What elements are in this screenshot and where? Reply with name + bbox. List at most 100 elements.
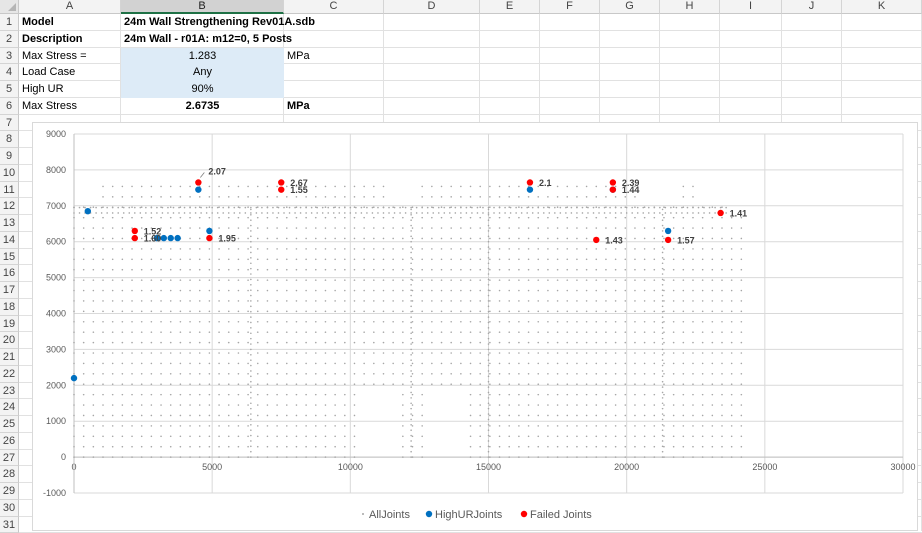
all-joints-point bbox=[712, 206, 714, 208]
all-joints-point bbox=[712, 383, 714, 385]
row-header-23[interactable]: 23 bbox=[0, 383, 19, 400]
all-joints-point bbox=[557, 258, 559, 260]
row-header-17[interactable]: 17 bbox=[0, 282, 19, 299]
column-header-f[interactable]: F bbox=[540, 0, 600, 14]
all-joints-point bbox=[683, 300, 685, 302]
all-joints-point bbox=[102, 456, 104, 458]
column-header-j[interactable]: J bbox=[782, 0, 842, 14]
all-joints-point bbox=[250, 306, 252, 308]
all-joints-point bbox=[595, 311, 597, 313]
row-header-6[interactable]: 6 bbox=[0, 98, 19, 115]
all-joints-point bbox=[315, 290, 317, 292]
row-header-12[interactable]: 12 bbox=[0, 198, 19, 215]
all-joints-point bbox=[250, 419, 252, 421]
column-header-d[interactable]: D bbox=[384, 0, 480, 14]
all-joints-point bbox=[662, 365, 664, 367]
all-joints-point bbox=[250, 262, 252, 264]
all-joints-point bbox=[662, 327, 664, 329]
row-header-7[interactable]: 7 bbox=[0, 115, 19, 132]
row-header-16[interactable]: 16 bbox=[0, 265, 19, 282]
all-joints-point bbox=[518, 404, 520, 406]
all-joints-point bbox=[557, 352, 559, 354]
all-joints-point bbox=[479, 446, 481, 448]
all-joints-point bbox=[383, 269, 385, 271]
all-joints-point bbox=[383, 238, 385, 240]
cell-b4[interactable]: Any bbox=[121, 64, 284, 81]
all-joints-point bbox=[315, 352, 317, 354]
row-header-4[interactable]: 4 bbox=[0, 64, 19, 81]
row-header-14[interactable]: 14 bbox=[0, 232, 19, 249]
row-header-22[interactable]: 22 bbox=[0, 366, 19, 383]
all-joints-point bbox=[180, 321, 182, 323]
column-header-k[interactable]: K bbox=[842, 0, 922, 14]
all-joints-point bbox=[557, 321, 559, 323]
row-header-2[interactable]: 2 bbox=[0, 31, 19, 48]
cell-b5[interactable]: 90% bbox=[121, 81, 284, 98]
all-joints-point bbox=[267, 394, 269, 396]
row-header-25[interactable]: 25 bbox=[0, 416, 19, 433]
row-header-26[interactable]: 26 bbox=[0, 433, 19, 450]
column-header-b[interactable]: B bbox=[121, 0, 284, 14]
cell-c3[interactable]: MPa bbox=[284, 48, 384, 65]
all-joints-point bbox=[228, 415, 230, 417]
all-joints-point bbox=[180, 206, 182, 208]
all-joints-point bbox=[518, 311, 520, 313]
cell-b3[interactable]: 1.283 bbox=[121, 48, 284, 65]
column-header-i[interactable]: I bbox=[720, 0, 782, 14]
all-joints-point bbox=[624, 352, 626, 354]
row-header-3[interactable]: 3 bbox=[0, 48, 19, 65]
cell-a1[interactable]: Model bbox=[19, 14, 121, 31]
row-header-15[interactable]: 15 bbox=[0, 249, 19, 266]
cell-a3[interactable]: Max Stress = bbox=[19, 48, 121, 65]
all-joints-point bbox=[460, 258, 462, 260]
row-header-29[interactable]: 29 bbox=[0, 483, 19, 500]
row-header-8[interactable]: 8 bbox=[0, 131, 19, 148]
all-joints-point bbox=[218, 269, 220, 271]
all-joints-point bbox=[663, 311, 665, 313]
cell-b1[interactable]: 24m Wall Strengthening Rev01A.sdb bbox=[121, 14, 371, 31]
row-header-21[interactable]: 21 bbox=[0, 349, 19, 366]
all-joints-point bbox=[286, 425, 288, 427]
all-joints-point bbox=[238, 363, 240, 365]
column-header-c[interactable]: C bbox=[284, 0, 384, 14]
select-all-corner[interactable] bbox=[0, 0, 19, 14]
all-joints-point bbox=[102, 248, 104, 250]
row-header-9[interactable]: 9 bbox=[0, 148, 19, 165]
row-header-13[interactable]: 13 bbox=[0, 215, 19, 232]
row-header-10[interactable]: 10 bbox=[0, 165, 19, 182]
row-header-11[interactable]: 11 bbox=[0, 182, 19, 199]
cell-b6[interactable]: 2.6735 bbox=[121, 98, 284, 115]
cell-a4[interactable]: Load Case bbox=[19, 64, 121, 81]
column-header-h[interactable]: H bbox=[660, 0, 720, 14]
y-tick-label: 5000 bbox=[46, 273, 66, 283]
cell-c6[interactable]: MPa bbox=[284, 98, 384, 115]
cell-a2[interactable]: Description bbox=[19, 31, 121, 48]
failed-joint-point bbox=[132, 235, 138, 241]
cell-b2[interactable]: 24m Wall - r01A: m12=0, 5 Posts bbox=[121, 31, 371, 48]
row-header-1[interactable]: 1 bbox=[0, 14, 19, 31]
failed-joint-label: 2.07 bbox=[208, 166, 226, 176]
row-header-30[interactable]: 30 bbox=[0, 500, 19, 517]
row-header-28[interactable]: 28 bbox=[0, 466, 19, 483]
cell-a5[interactable]: High UR bbox=[19, 81, 121, 98]
row-header-18[interactable]: 18 bbox=[0, 299, 19, 316]
all-joints-point bbox=[421, 186, 423, 188]
all-joints-point bbox=[604, 207, 606, 209]
row-header-5[interactable]: 5 bbox=[0, 81, 19, 98]
all-joints-point bbox=[450, 227, 452, 229]
row-header-24[interactable]: 24 bbox=[0, 399, 19, 416]
row-header-27[interactable]: 27 bbox=[0, 450, 19, 467]
column-header-g[interactable]: G bbox=[600, 0, 660, 14]
all-joints-point bbox=[160, 248, 162, 250]
column-header-a[interactable]: A bbox=[19, 0, 121, 14]
all-joints-point bbox=[466, 212, 468, 214]
all-joints-point bbox=[605, 456, 607, 458]
all-joints-point bbox=[296, 394, 298, 396]
cell-a6[interactable]: Max Stress bbox=[19, 98, 121, 115]
column-header-e[interactable]: E bbox=[480, 0, 540, 14]
all-joints-point bbox=[170, 394, 172, 396]
all-joints-point bbox=[276, 248, 278, 250]
row-header-19[interactable]: 19 bbox=[0, 316, 19, 333]
row-header-20[interactable]: 20 bbox=[0, 332, 19, 349]
